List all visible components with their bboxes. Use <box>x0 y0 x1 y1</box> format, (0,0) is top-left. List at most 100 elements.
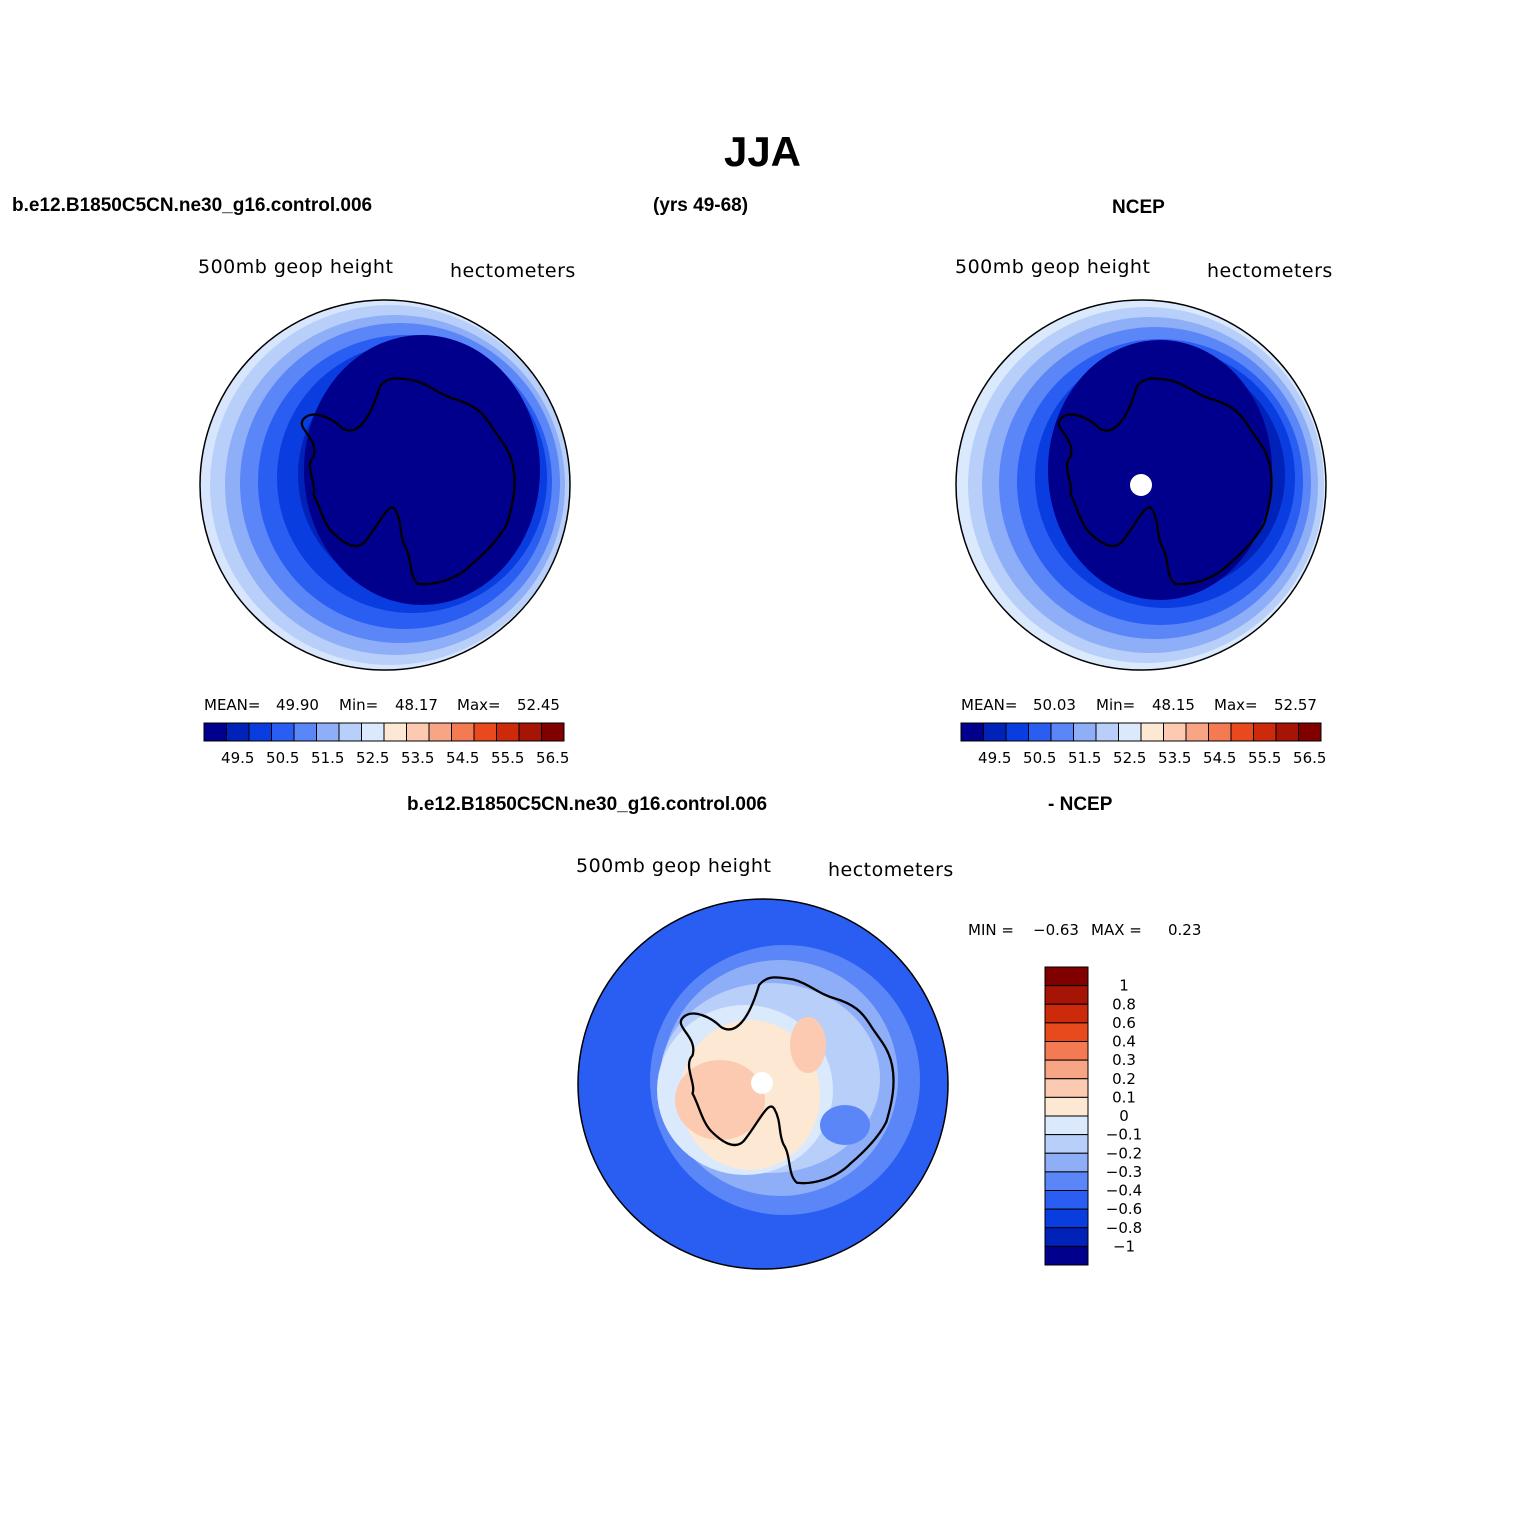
obs-min-label: Min= <box>1096 696 1136 714</box>
obs-min-value: 48.15 <box>1152 696 1195 714</box>
obs-colorbar-swatch <box>1230 722 1254 742</box>
obs-colorbar-swatch <box>1050 722 1074 742</box>
diff-map <box>578 899 948 1269</box>
model-map <box>200 300 570 670</box>
obs-map <box>956 300 1326 670</box>
diff-colorbar-swatch <box>1044 1115 1089 1136</box>
obs-colorbar-swatch <box>1208 722 1232 742</box>
obs-colorbar-tick-label: 56.5 <box>1293 749 1326 767</box>
obs-colorbar-tick-label: 51.5 <box>1068 749 1101 767</box>
model-colorbar-swatch <box>451 722 475 742</box>
model-colorbar-swatch <box>518 722 542 742</box>
model-mean-label: MEAN= <box>204 696 261 714</box>
model-colorbar-swatch <box>406 722 430 742</box>
model-colorbar-swatch <box>541 722 565 742</box>
obs-colorbar-tick-label: 53.5 <box>1158 749 1191 767</box>
model-colorbar-tick-label: 55.5 <box>491 749 524 767</box>
diff-min-label: MIN = <box>968 921 1014 939</box>
obs-colorbar-swatch <box>960 722 984 742</box>
diff-colorbar-tick-label: −0.3 <box>1106 1163 1142 1181</box>
model-case-name: b.e12.B1850C5CN.ne30_g16.control.006 <box>12 195 373 216</box>
diff-colorbar-swatch <box>1044 1022 1089 1042</box>
diff-colorbar-tick-label: −1 <box>1113 1237 1135 1255</box>
diff-colorbar-swatch <box>1044 1059 1089 1080</box>
diff-colorbar-tick-label: 1 <box>1119 977 1129 995</box>
diff-colorbar-swatch <box>1044 1078 1089 1098</box>
model-colorbar-swatch <box>473 722 497 742</box>
diff-units-label: hectometers <box>828 859 954 881</box>
model-colorbar-swatch <box>361 722 385 742</box>
obs-colorbar-swatch <box>1275 722 1299 742</box>
obs-colorbar-tick-label: 55.5 <box>1248 749 1281 767</box>
obs-colorbar-swatch <box>1253 722 1277 742</box>
diff-colorbar-tick-label: −0.4 <box>1106 1182 1142 1200</box>
obs-colorbar-swatch <box>1163 722 1187 742</box>
obs-name: NCEP <box>1112 197 1165 218</box>
diff-colorbar-swatch <box>1044 1003 1089 1024</box>
model-colorbar-tick-label: 53.5 <box>401 749 434 767</box>
model-mean-value: 49.90 <box>276 696 319 714</box>
obs-mean-label: MEAN= <box>961 696 1018 714</box>
diff-colorbar-tick-label: −0.8 <box>1106 1219 1142 1237</box>
model-colorbar-swatch <box>383 722 407 742</box>
diff-colorbar: 10.80.60.40.30.20.10−0.1−0.2−0.3−0.4−0.6… <box>1044 966 1142 1266</box>
diff-colorbar-tick-label: −0.2 <box>1106 1144 1142 1162</box>
diff-min-value: −0.63 <box>1033 921 1079 939</box>
model-colorbar: 49.5 50.5 51.5 52.5 53.5 54.5 55.5 56.5 <box>203 722 569 767</box>
diff-colorbar-tick-label: 0.6 <box>1112 1014 1136 1032</box>
diff-obs-name: - NCEP <box>1048 794 1113 815</box>
model-max-label: Max= <box>457 696 501 714</box>
obs-colorbar-tick-label: 49.5 <box>978 749 1011 767</box>
diff-max-label: MAX = <box>1091 921 1142 939</box>
model-units-label: hectometers <box>450 260 576 282</box>
model-min-label: Min= <box>339 696 379 714</box>
diff-colorbar-swatch <box>1044 966 1089 987</box>
diff-max-value: 0.23 <box>1168 921 1202 939</box>
obs-units-label: hectometers <box>1207 260 1333 282</box>
obs-variable-label: 500mb geop height <box>955 256 1151 278</box>
diff-colorbar-swatch <box>1044 1190 1089 1210</box>
diff-colorbar-swatch <box>1044 1134 1089 1154</box>
obs-colorbar-swatch <box>1005 722 1029 742</box>
diff-colorbar-tick-label: 0.4 <box>1112 1033 1136 1051</box>
model-colorbar-tick-label: 52.5 <box>356 749 389 767</box>
obs-colorbar: 49.5 50.5 51.5 52.5 53.5 54.5 55.5 56.5 <box>960 722 1326 767</box>
model-colorbar-swatch <box>316 722 340 742</box>
obs-mean-value: 50.03 <box>1033 696 1076 714</box>
obs-colorbar-swatch <box>1118 722 1142 742</box>
years-label: (yrs 49-68) <box>653 195 749 216</box>
diff-colorbar-swatch <box>1044 1096 1089 1117</box>
obs-colorbar-tick-label: 54.5 <box>1203 749 1236 767</box>
obs-colorbar-swatch <box>1298 722 1322 742</box>
diff-colorbar-swatch <box>1044 1152 1089 1173</box>
model-colorbar-tick-label: 54.5 <box>446 749 479 767</box>
obs-colorbar-swatch <box>1140 722 1164 742</box>
model-colorbar-tick-label: 56.5 <box>536 749 569 767</box>
obs-map-border <box>955 299 1327 671</box>
diff-colorbar-tick-label: 0.2 <box>1112 1070 1136 1088</box>
figure-title: JJA <box>723 128 802 175</box>
diff-colorbar-tick-label: 0.3 <box>1112 1051 1136 1069</box>
model-colorbar-swatch <box>293 722 317 742</box>
model-map-border <box>199 299 571 671</box>
obs-colorbar-swatch <box>1073 722 1097 742</box>
model-colorbar-swatch <box>248 722 272 742</box>
model-variable-label: 500mb geop height <box>198 256 394 278</box>
model-colorbar-swatch <box>338 722 362 742</box>
obs-colorbar-swatch <box>1185 722 1209 742</box>
obs-max-label: Max= <box>1214 696 1258 714</box>
model-min-value: 48.17 <box>395 696 438 714</box>
obs-colorbar-swatch <box>983 722 1007 742</box>
diff-colorbar-swatch <box>1044 985 1089 1005</box>
diff-colorbar-tick-label: −0.6 <box>1106 1200 1142 1218</box>
diff-variable-label: 500mb geop height <box>576 855 772 877</box>
obs-colorbar-tick-label: 50.5 <box>1023 749 1056 767</box>
model-colorbar-tick-label: 51.5 <box>311 749 344 767</box>
diff-colorbar-tick-label: 0.1 <box>1112 1088 1136 1106</box>
diff-colorbar-swatch <box>1044 1171 1089 1191</box>
diff-case-name: b.e12.B1850C5CN.ne30_g16.control.006 <box>407 794 768 815</box>
model-colorbar-swatch <box>496 722 520 742</box>
model-colorbar-swatch <box>428 722 452 742</box>
diff-colorbar-swatch <box>1044 1227 1089 1247</box>
